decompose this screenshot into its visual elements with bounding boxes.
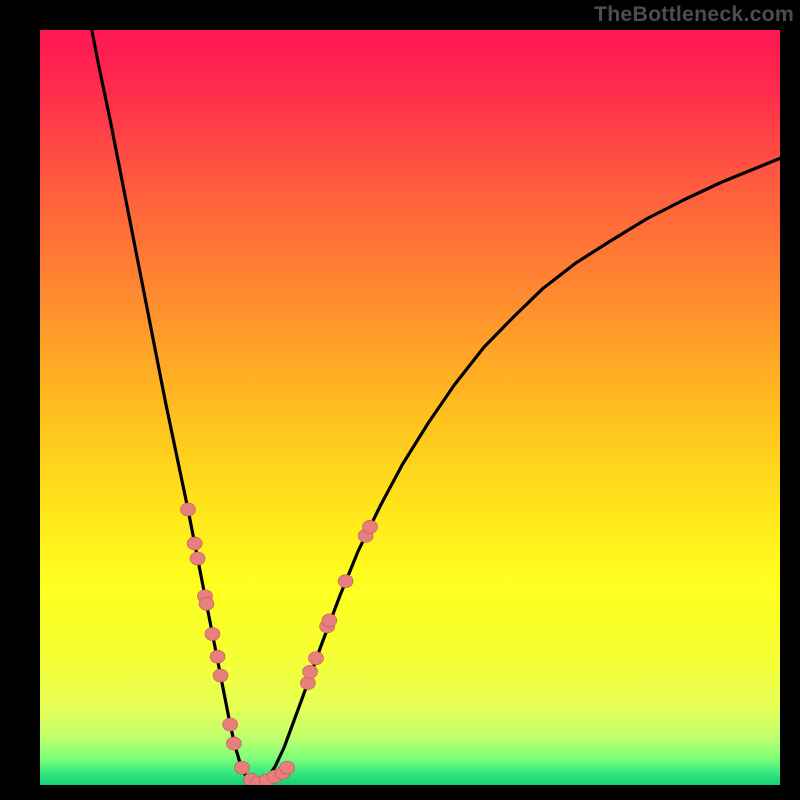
plot-area [40,30,780,785]
data-marker [280,761,295,774]
watermark-text: TheBottleneck.com [594,2,794,27]
data-marker [205,628,220,641]
bottleneck-curve [92,30,780,784]
data-marker [322,614,337,627]
data-markers [181,503,378,785]
data-marker [199,597,214,610]
data-marker [226,737,241,750]
data-marker [338,575,353,588]
canvas: TheBottleneck.com [0,0,800,800]
data-marker [181,503,196,516]
data-marker [187,537,202,550]
data-marker [190,552,205,565]
data-marker [235,761,250,774]
data-marker [363,520,378,533]
curve-layer [40,30,780,785]
data-marker [210,650,225,663]
data-marker [223,718,238,731]
data-marker [213,669,228,682]
data-marker [300,677,315,690]
data-marker [309,652,324,665]
data-marker [303,665,318,678]
